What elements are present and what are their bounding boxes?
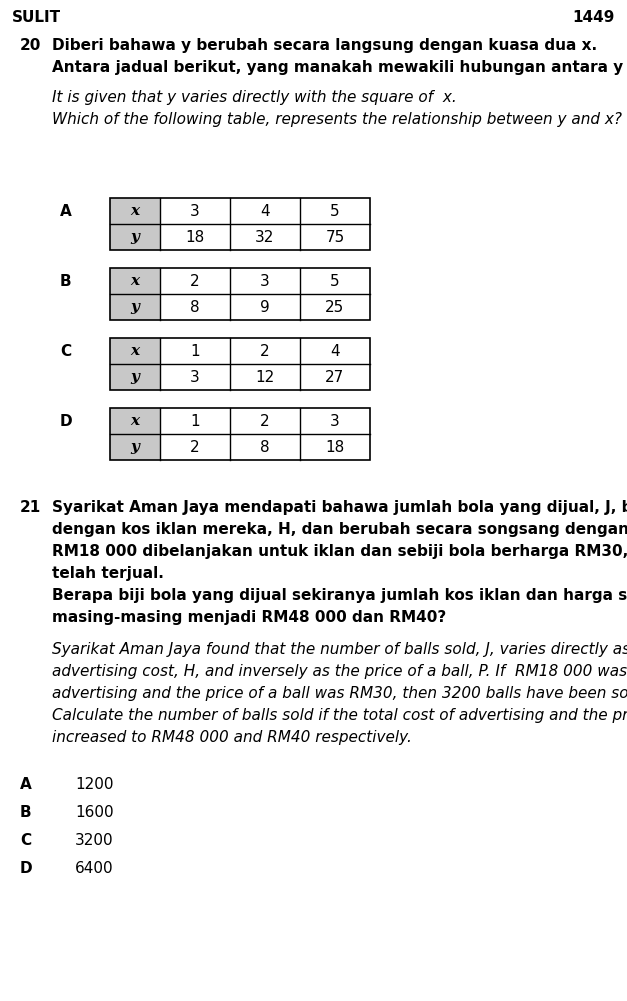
Text: 21: 21	[20, 500, 41, 515]
Text: 3200: 3200	[75, 833, 113, 848]
Text: 3: 3	[330, 413, 340, 428]
Text: C: C	[60, 343, 71, 358]
Text: 4: 4	[330, 343, 340, 358]
Text: 1: 1	[190, 413, 200, 428]
Text: x: x	[130, 204, 140, 218]
Text: B: B	[60, 273, 71, 288]
Text: 32: 32	[255, 229, 275, 244]
Bar	[110, 338, 160, 364]
Bar	[110, 224, 160, 250]
Text: dengan kos iklan mereka, H, dan berubah secara songsang dengan harga sebiji bola: dengan kos iklan mereka, H, dan berubah …	[52, 522, 627, 537]
Text: Which of the following table, represents the relationship between y and x?: Which of the following table, represents…	[52, 112, 622, 127]
Text: x: x	[130, 344, 140, 358]
Text: 3: 3	[190, 369, 200, 384]
Text: 1600: 1600	[75, 805, 113, 820]
Text: 2: 2	[260, 343, 270, 358]
Text: Syarikat Aman Jaya found that the number of balls sold, J, varies directly as th: Syarikat Aman Jaya found that the number…	[52, 642, 627, 657]
Text: 18: 18	[325, 439, 345, 454]
Text: advertising and the price of a ball was RM30, then 3200 balls have been sold.: advertising and the price of a ball was …	[52, 686, 627, 701]
Text: 1200: 1200	[75, 777, 113, 792]
Bar	[110, 198, 370, 250]
Text: SULIT: SULIT	[12, 10, 61, 25]
Bar	[110, 408, 160, 434]
Text: RM18 000 dibelanjakan untuk iklan dan sebiji bola berharga RM30, maka 3200 biji : RM18 000 dibelanjakan untuk iklan dan se…	[52, 544, 627, 559]
Text: 75: 75	[325, 229, 345, 244]
Bar	[110, 364, 160, 390]
Bar	[110, 434, 160, 460]
Bar	[110, 268, 160, 294]
Text: It is given that y varies directly with the square of  x.: It is given that y varies directly with …	[52, 90, 456, 105]
Text: 9: 9	[260, 299, 270, 314]
Text: Diberi bahawa y berubah secara langsung dengan kuasa dua x.: Diberi bahawa y berubah secara langsung …	[52, 38, 597, 53]
Text: Berapa biji bola yang dijual sekiranya jumlah kos iklan dan harga sebiji bola di: Berapa biji bola yang dijual sekiranya j…	[52, 588, 627, 603]
Text: y: y	[130, 440, 139, 454]
Text: 18: 18	[186, 229, 204, 244]
Text: telah terjual.: telah terjual.	[52, 566, 164, 581]
Text: y: y	[130, 300, 139, 314]
Text: masing-masing menjadi RM48 000 dan RM40?: masing-masing menjadi RM48 000 dan RM40?	[52, 610, 446, 625]
Text: y: y	[130, 370, 139, 384]
Bar	[110, 268, 370, 320]
Text: 25: 25	[325, 299, 345, 314]
Text: Calculate the number of balls sold if the total cost of advertising and the pric: Calculate the number of balls sold if th…	[52, 708, 627, 723]
Bar	[110, 294, 160, 320]
Text: 8: 8	[260, 439, 270, 454]
Text: 2: 2	[190, 439, 200, 454]
Text: B: B	[20, 805, 31, 820]
Text: 20: 20	[20, 38, 41, 53]
Text: D: D	[20, 861, 33, 876]
Text: A: A	[20, 777, 32, 792]
Text: 1449: 1449	[572, 10, 615, 25]
Text: 4: 4	[260, 203, 270, 218]
Text: 8: 8	[190, 299, 200, 314]
Text: 5: 5	[330, 273, 340, 288]
Text: 3: 3	[190, 203, 200, 218]
Text: 2: 2	[190, 273, 200, 288]
Text: x: x	[130, 274, 140, 288]
Text: Syarikat Aman Jaya mendapati bahawa jumlah bola yang dijual, J, berubah secara l: Syarikat Aman Jaya mendapati bahawa juml…	[52, 500, 627, 515]
Text: 27: 27	[325, 369, 345, 384]
Text: 5: 5	[330, 203, 340, 218]
Text: 12: 12	[255, 369, 275, 384]
Text: 3: 3	[260, 273, 270, 288]
Bar	[110, 408, 370, 460]
Text: A: A	[60, 203, 71, 218]
Text: x: x	[130, 414, 140, 428]
Text: D: D	[60, 413, 73, 428]
Text: C: C	[20, 833, 31, 848]
Text: 1: 1	[190, 343, 200, 358]
Text: 2: 2	[260, 413, 270, 428]
Text: increased to RM48 000 and RM40 respectively.: increased to RM48 000 and RM40 respectiv…	[52, 730, 412, 745]
Text: 6400: 6400	[75, 861, 113, 876]
Text: y: y	[130, 230, 139, 244]
Text: Antara jadual berikut, yang manakah mewakili hubungan antara y dan x?: Antara jadual berikut, yang manakah mewa…	[52, 60, 627, 75]
Bar	[110, 198, 160, 224]
Bar	[110, 338, 370, 390]
Text: advertising cost, H, and inversely as the price of a ball, P. If  RM18 000 was s: advertising cost, H, and inversely as th…	[52, 664, 627, 679]
